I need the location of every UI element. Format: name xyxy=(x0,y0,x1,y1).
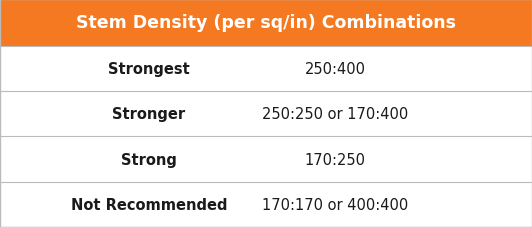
Text: 250:400: 250:400 xyxy=(305,62,365,76)
Text: 250:250 or 170:400: 250:250 or 170:400 xyxy=(262,107,408,122)
Text: 170:170 or 400:400: 170:170 or 400:400 xyxy=(262,197,408,212)
Text: Strongest: Strongest xyxy=(108,62,190,76)
Bar xyxy=(0,0,532,47)
Text: Stem Density (per sq/in) Combinations: Stem Density (per sq/in) Combinations xyxy=(76,14,456,32)
Text: Not Recommended: Not Recommended xyxy=(71,197,227,212)
Text: Stronger: Stronger xyxy=(112,107,186,122)
Text: Strong: Strong xyxy=(121,152,177,167)
Text: 170:250: 170:250 xyxy=(305,152,365,167)
